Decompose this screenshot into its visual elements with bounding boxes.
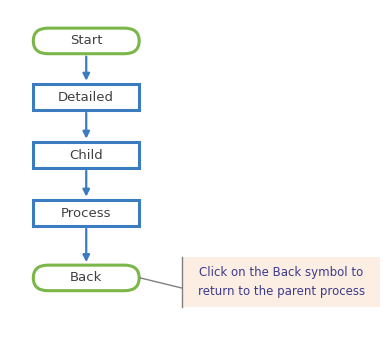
- Text: Process: Process: [61, 207, 111, 220]
- Text: Back: Back: [70, 271, 102, 284]
- FancyBboxPatch shape: [182, 257, 380, 307]
- FancyBboxPatch shape: [33, 143, 139, 168]
- Text: Child: Child: [69, 149, 103, 162]
- FancyBboxPatch shape: [33, 265, 139, 291]
- Text: Click on the Back symbol to
return to the parent process: Click on the Back symbol to return to th…: [198, 266, 365, 298]
- FancyBboxPatch shape: [33, 28, 139, 54]
- FancyBboxPatch shape: [33, 85, 139, 110]
- Text: Detailed: Detailed: [58, 91, 114, 104]
- FancyBboxPatch shape: [33, 200, 139, 226]
- Text: Start: Start: [70, 34, 102, 47]
